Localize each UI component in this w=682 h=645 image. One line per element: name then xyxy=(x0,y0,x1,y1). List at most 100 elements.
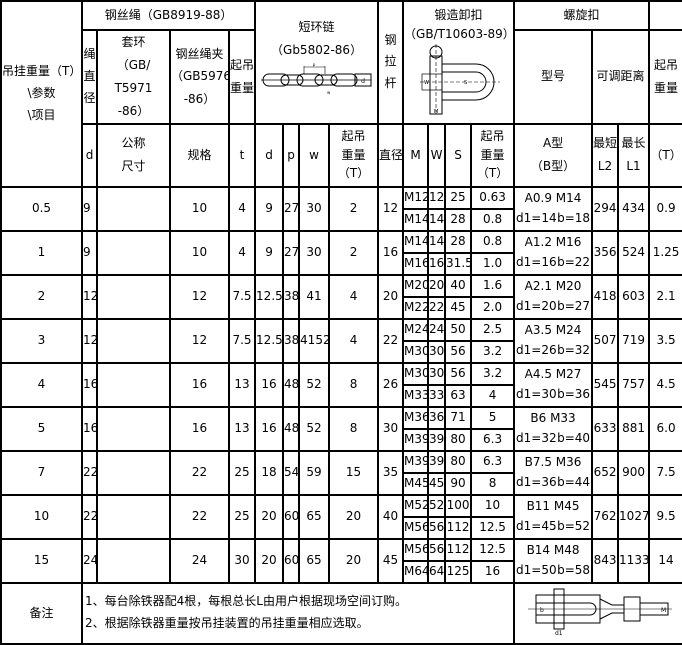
header-text: 重量 xyxy=(230,80,255,95)
cell-t: 13 xyxy=(227,361,257,408)
table-row-continued: M33 33 63 4 xyxy=(1,383,682,408)
header-text: 短环链 xyxy=(298,20,335,34)
model-d1: d1=30 xyxy=(516,386,557,401)
cell-weight: 2 xyxy=(0,273,83,320)
cell-rod: 12 xyxy=(377,185,405,232)
cell-shackle-M: M56 xyxy=(402,537,430,562)
model-name: B6 M33 xyxy=(530,411,576,426)
cell-shackle-S: 125 xyxy=(444,559,473,584)
cell-shackle-W: 33 xyxy=(427,383,447,408)
cell-chain-d: 16 xyxy=(254,361,285,408)
cell-nominal xyxy=(96,361,171,408)
header-text: \项目 xyxy=(27,107,56,122)
cell-shackle-load: 16 xyxy=(470,559,516,584)
header-text: 套环 xyxy=(121,35,146,50)
cell-shackle-load: 0.8 xyxy=(470,207,516,232)
cell-L1: 524 xyxy=(617,229,651,276)
cell-shackle-S: 45 xyxy=(444,295,473,320)
cell-t: 4 xyxy=(227,185,257,232)
cell-w: 4152 xyxy=(298,317,331,364)
table-row: 7 22 22 25 18 54 59 15 35 M39 39 80 6.3 B7.5 M36 d1=36… xyxy=(0,449,682,496)
header-rope-load: 起吊 重量 xyxy=(227,29,257,125)
cell-model: B6 M33 d1=32 b=40 xyxy=(513,405,594,452)
cell-L1: 1027 xyxy=(617,493,651,540)
sub-S: S xyxy=(444,122,473,188)
header-text: 最长 xyxy=(621,136,646,151)
cell-shackle-W: 39 xyxy=(427,427,447,452)
cell-shackle-M: M20 xyxy=(402,273,430,298)
model-name: A3.5 M24 xyxy=(524,323,582,338)
cell-shackle-W: 64 xyxy=(427,559,447,584)
model-d1: d1=45 xyxy=(516,518,557,533)
model-dims: d1=32 b=40 xyxy=(516,429,591,448)
cell-model: A4.5 M27 d1=30 b=36 xyxy=(513,361,594,408)
cell-shackle-load: 6.3 xyxy=(470,449,516,474)
cell-shackle-S: 56 xyxy=(444,339,473,364)
cell-shackle-S: 90 xyxy=(444,471,473,496)
cell-shackle-W: 22 xyxy=(427,295,447,320)
cell-shackle-load: 1.0 xyxy=(470,251,516,276)
sub-W: W xyxy=(427,122,447,188)
cell-spec: 22 xyxy=(169,493,230,540)
header-text: 起吊 xyxy=(341,129,366,144)
model-dims: d1=45 b=52 xyxy=(516,517,590,536)
shackle-m-label: M xyxy=(434,109,438,115)
cell-spec: 10 xyxy=(169,185,230,232)
cell-shackle-S: 112 xyxy=(444,515,473,540)
cell-spec: 16 xyxy=(169,361,230,408)
table-row: 5 16 16 13 16 48 52 8 30 M36 36 71 5 B6 M33 d1=32 b=40 6… xyxy=(0,405,682,452)
cell-nominal xyxy=(96,229,171,276)
table-row: 15 24 24 30 20 60 65 20 45 M56 56 112 12.5 B14 M48 d1=… xyxy=(0,537,682,584)
cell-shackle-S: 80 xyxy=(444,449,473,474)
chain-p-label: p xyxy=(313,62,316,67)
cell-rod: 40 xyxy=(377,493,405,540)
model-name: B7.5 M36 xyxy=(524,455,582,470)
cell-weight: 15 xyxy=(0,537,83,584)
cell-shackle-load: 2.5 xyxy=(470,317,516,342)
cell-chain-d: 18 xyxy=(254,449,285,496)
model-name: A4.5 M27 xyxy=(524,367,582,382)
drawing-M-label: M xyxy=(661,607,666,614)
cell-L1: 881 xyxy=(617,405,651,452)
sub-type: A型 （B型） xyxy=(513,122,594,188)
cell-shackle-load: 3.2 xyxy=(470,339,516,364)
cell-shackle-M: M45 xyxy=(402,471,430,496)
cell-L2: 652 xyxy=(591,449,620,496)
table-body: 0.5 9 10 4 9 27 30 2 12 M12 12 25 0.63 A0.9 M14 d1=14 b… xyxy=(0,185,682,584)
cell-shackle-S: 80 xyxy=(444,427,473,452)
sub-shackle-load: 起吊 重量 （T） xyxy=(470,122,516,188)
cell-t: 7.5 xyxy=(227,317,257,364)
cell-model: A2.1 M20 d1=20 b=27 xyxy=(513,273,594,320)
cell-load: 2.1 xyxy=(648,273,682,320)
cell-shackle-S: 63 xyxy=(444,383,473,408)
model-d1: d1=36 xyxy=(516,474,557,489)
cell-nominal xyxy=(96,405,171,452)
header-rod: 钢 拉 杆 xyxy=(377,0,405,125)
cell-spec: 12 xyxy=(169,273,230,320)
cell-p: 48 xyxy=(282,361,301,408)
cell-shackle-load: 0.8 xyxy=(470,229,516,254)
cell-load: 6.0 xyxy=(648,405,682,452)
note-line: 2、根据除铁器重量按吊挂装置的吊挂重量相应选取。 xyxy=(85,616,369,631)
cell-L1: 434 xyxy=(617,185,651,232)
cell-L2: 418 xyxy=(591,273,620,320)
model-dims: d1=14 b=18 xyxy=(516,209,590,228)
cell-w: 59 xyxy=(298,449,331,496)
sub-chain-load: 起吊 重量 （T） xyxy=(328,122,380,188)
cell-rope-d: 22 xyxy=(81,493,98,540)
cell-shackle-W: 14 xyxy=(427,207,447,232)
header-text: 重量 xyxy=(341,147,366,162)
cell-shackle-load: 0.63 xyxy=(470,185,516,210)
model-b: b=40 xyxy=(557,430,591,445)
cell-shackle-W: 56 xyxy=(427,537,447,562)
model-d1: d1=26 xyxy=(516,342,557,357)
cell-chain-d: 9 xyxy=(254,229,285,276)
cell-nominal xyxy=(96,317,171,364)
cell-shackle-load: 6.3 xyxy=(470,427,516,452)
cell-chain-load: 8 xyxy=(328,405,380,452)
cell-L1: 719 xyxy=(617,317,651,364)
cell-L1: 757 xyxy=(617,361,651,408)
cell-shackle-S: 40 xyxy=(444,273,473,298)
header-text: （T） xyxy=(476,166,509,181)
